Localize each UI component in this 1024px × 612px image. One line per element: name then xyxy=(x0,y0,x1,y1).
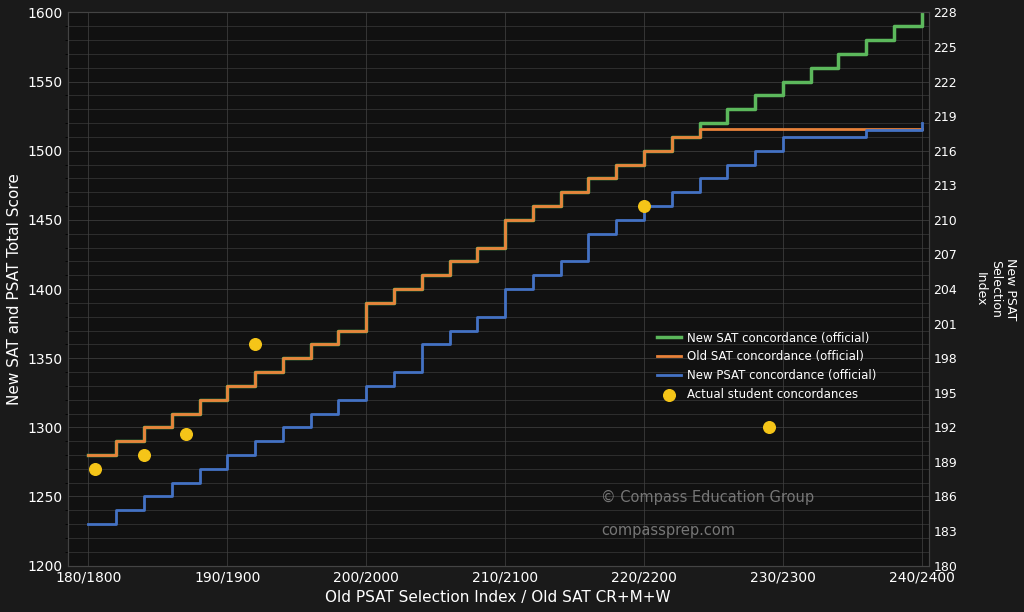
New PSAT concordance (official) xyxy=(82,520,94,528)
Line: Old SAT concordance (official): Old SAT concordance (official) xyxy=(88,129,922,455)
Old SAT concordance (official) xyxy=(818,125,830,132)
Y-axis label: New PSAT
Selection
Index: New PSAT Selection Index xyxy=(974,258,1017,320)
New SAT concordance (official) xyxy=(526,203,539,210)
New PSAT concordance (official) xyxy=(276,424,289,431)
Actual student concordances xyxy=(761,422,777,432)
New SAT concordance (official) xyxy=(374,299,386,307)
New PSAT concordance (official) xyxy=(249,438,261,445)
Line: New SAT concordance (official): New SAT concordance (official) xyxy=(88,12,922,455)
Old SAT concordance (official) xyxy=(526,203,539,210)
Actual student concordances xyxy=(136,450,153,460)
Y-axis label: New SAT and PSAT Total Score: New SAT and PSAT Total Score xyxy=(7,173,22,405)
Old SAT concordance (official) xyxy=(693,125,706,132)
Old SAT concordance (official) xyxy=(583,175,595,182)
New SAT concordance (official) xyxy=(276,354,289,362)
New PSAT concordance (official) xyxy=(583,230,595,237)
Legend: New SAT concordance (official), Old SAT concordance (official), New PSAT concord: New SAT concordance (official), Old SAT … xyxy=(653,328,880,405)
New SAT concordance (official) xyxy=(805,64,817,72)
New SAT concordance (official) xyxy=(249,368,261,376)
X-axis label: Old PSAT Selection Index / Old SAT CR+M+W: Old PSAT Selection Index / Old SAT CR+M+… xyxy=(326,590,671,605)
Actual student concordances xyxy=(247,340,263,349)
Old SAT concordance (official) xyxy=(276,354,289,362)
New PSAT concordance (official) xyxy=(526,272,539,279)
Old SAT concordance (official) xyxy=(915,125,928,132)
Text: compassprep.com: compassprep.com xyxy=(601,523,735,538)
New PSAT concordance (official) xyxy=(915,119,928,127)
New SAT concordance (official) xyxy=(82,451,94,458)
Old SAT concordance (official) xyxy=(249,368,261,376)
New PSAT concordance (official) xyxy=(805,133,817,141)
New PSAT concordance (official) xyxy=(374,382,386,389)
Old SAT concordance (official) xyxy=(82,451,94,458)
Old SAT concordance (official) xyxy=(374,299,386,307)
Line: New PSAT concordance (official): New PSAT concordance (official) xyxy=(88,123,922,524)
Actual student concordances xyxy=(87,464,103,474)
Text: © Compass Education Group: © Compass Education Group xyxy=(601,490,814,505)
Actual student concordances xyxy=(177,430,194,439)
New SAT concordance (official) xyxy=(583,175,595,182)
Actual student concordances xyxy=(636,201,652,211)
New SAT concordance (official) xyxy=(915,9,928,16)
